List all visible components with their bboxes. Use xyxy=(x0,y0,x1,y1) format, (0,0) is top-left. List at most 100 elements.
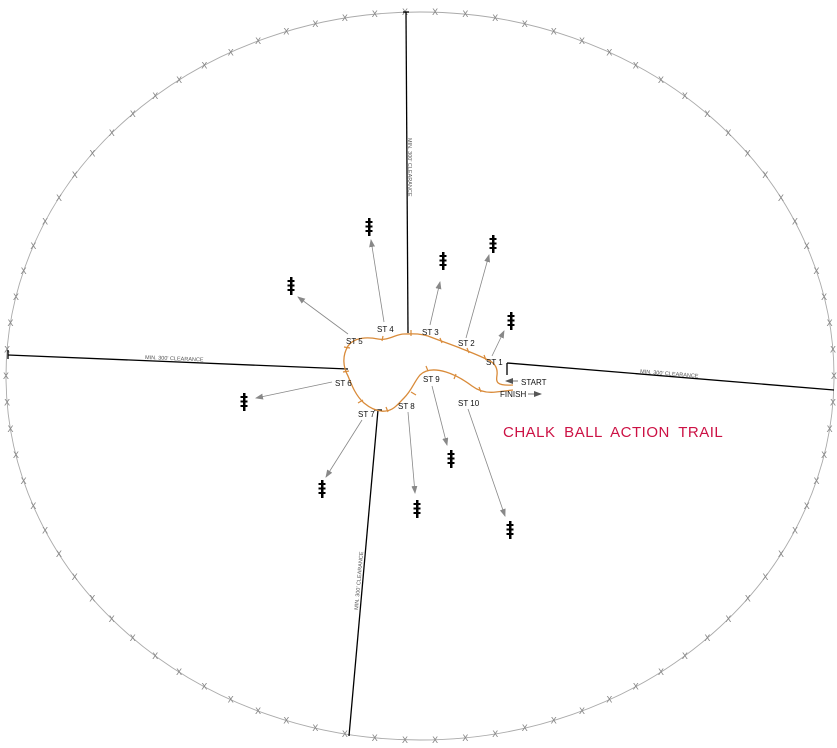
fence-marker: X xyxy=(152,652,158,662)
arrow-st5 xyxy=(297,296,349,335)
fence-marker: X xyxy=(21,267,27,277)
fence-marker: X xyxy=(402,736,408,746)
fence-marker: X xyxy=(551,28,557,38)
fence-marker: X xyxy=(30,242,36,252)
fence-marker: X xyxy=(658,668,664,678)
fence-marker: X xyxy=(312,20,318,30)
station-label-st9: ST 9 xyxy=(423,375,440,384)
station-label-st4: ST 4 xyxy=(377,325,394,334)
fence-marker: X xyxy=(42,527,48,537)
trail-markers xyxy=(342,330,487,413)
fence-marker: X xyxy=(633,61,639,71)
fence-marker: X xyxy=(342,730,348,740)
target-silhouette-icon xyxy=(489,235,497,253)
fence-marker: X xyxy=(813,267,819,277)
arrow-st3 xyxy=(429,281,442,326)
fence-marker: X xyxy=(109,129,115,139)
fence-marker: X xyxy=(30,502,36,512)
fence-marker: X xyxy=(13,451,19,461)
fence-marker: X xyxy=(402,8,408,18)
fence-marker: X xyxy=(432,736,438,746)
fence-marker: X xyxy=(792,527,798,537)
fence-marker: X xyxy=(827,425,833,435)
clearance-line-north xyxy=(405,11,409,334)
fence-marker: X xyxy=(255,707,261,717)
fence-marker: X xyxy=(762,171,768,181)
page-title: CHALK BALL ACTION TRAIL xyxy=(503,424,724,441)
fence-marker: X xyxy=(606,48,612,58)
fence-marker: X xyxy=(72,573,78,583)
fence-marker: X xyxy=(4,345,10,355)
station-label-st8: ST 8 xyxy=(398,402,415,411)
fence-marker: X xyxy=(21,477,27,487)
fence-marker: X xyxy=(56,550,62,560)
station-label-st7: ST 7 xyxy=(358,410,375,419)
fence-marker: X xyxy=(804,502,810,512)
target-silhouette-icon xyxy=(507,312,515,330)
fence-marker: X xyxy=(13,293,19,303)
fence-marker: X xyxy=(821,293,827,303)
clearance-line-south xyxy=(348,409,379,737)
fence-marker: X xyxy=(551,717,557,727)
fence-marker: X xyxy=(804,242,810,252)
target-silhouette-icon xyxy=(240,393,248,411)
arrow-st1 xyxy=(491,330,505,357)
clearance-label-east: MIN. 300' CLEARANCE xyxy=(640,369,699,380)
fence-marker: X xyxy=(830,399,836,409)
target-silhouette-icon xyxy=(439,252,447,270)
fence-marker: X xyxy=(725,129,731,139)
station-labels: ST 1 ST 2 ST 3 ST 4 ST 5 ST 6 ST 7 ST 8 … xyxy=(335,325,503,419)
fence-marker: X xyxy=(704,110,710,120)
arrow-st4 xyxy=(369,239,385,323)
arrow-st7 xyxy=(325,419,363,478)
fence-marker: X xyxy=(745,150,751,160)
fence-marker: X xyxy=(658,76,664,86)
targets xyxy=(240,218,515,539)
arrow-st9 xyxy=(431,385,449,446)
fence-marker: X xyxy=(201,61,207,71)
fence-marker: X xyxy=(830,345,836,355)
fence-marker: X xyxy=(704,634,710,644)
target-silhouette-icon xyxy=(413,500,421,518)
finish-label: FINISH xyxy=(500,390,526,399)
fence-marker: X xyxy=(579,707,585,717)
fence-marker: X xyxy=(72,171,78,181)
clearance-line-west xyxy=(7,354,349,370)
fence-marker: X xyxy=(432,8,438,18)
fence-marker: X xyxy=(130,634,136,644)
fence-marker: X xyxy=(130,110,136,120)
fence-marker: X xyxy=(89,595,95,605)
fence-marker: X xyxy=(792,218,798,228)
arrow-st10 xyxy=(467,408,506,517)
fence-marker: X xyxy=(372,734,378,744)
fence-marker: X xyxy=(176,76,182,86)
clearance-label-north: MIN. 300' CLEARANCE xyxy=(406,138,412,197)
fence-marker: X xyxy=(821,451,827,461)
fence-marker: X xyxy=(813,477,819,487)
trail-path xyxy=(343,333,514,412)
shooting-arrows xyxy=(255,239,506,517)
fence-marker: X xyxy=(827,319,833,329)
fence-marker: X xyxy=(831,372,837,382)
target-silhouette-icon xyxy=(506,521,514,539)
target-silhouette-icon xyxy=(365,218,373,236)
fence-marker: X xyxy=(152,92,158,102)
fence-marker: X xyxy=(579,37,585,47)
fence-marker: X xyxy=(633,683,639,693)
station-label-st5: ST 5 xyxy=(346,337,363,346)
fence-marker: X xyxy=(228,48,234,58)
fence-markers: X X X X X X X X X X X X X X X X X X X X X X X X X X X X X X X X X X X X X X X X… xyxy=(3,8,837,746)
fence-marker: X xyxy=(725,615,731,625)
fence-marker: X xyxy=(283,28,289,38)
clearance-label-south: MIN. 300' CLEARANCE xyxy=(354,551,365,610)
fence-marker: X xyxy=(342,14,348,24)
arrow-st2 xyxy=(465,254,491,339)
fence-marker: X xyxy=(89,150,95,160)
target-silhouette-icon xyxy=(318,480,326,498)
start-finish: START FINISH xyxy=(500,378,547,399)
clearance-line-east xyxy=(506,362,835,391)
fence-marker: X xyxy=(778,194,784,204)
fence-marker: X xyxy=(56,194,62,204)
fence-marker: X xyxy=(4,399,10,409)
station-label-st2: ST 2 xyxy=(458,339,475,348)
